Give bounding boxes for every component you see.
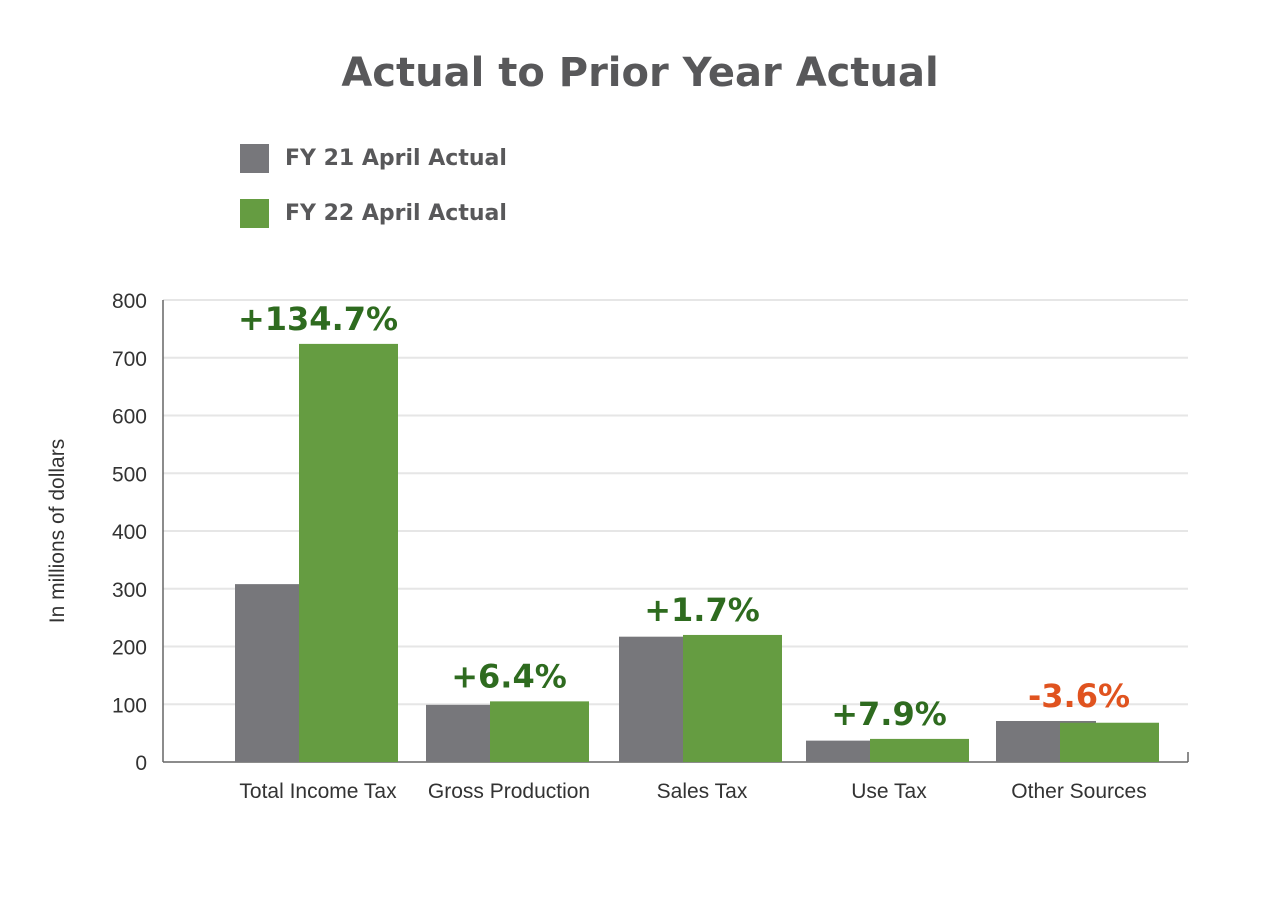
chart-title: Actual to Prior Year Actual [341,50,939,96]
y-tick-label: 200 [112,637,147,660]
bar-fy22 [1060,722,1159,762]
bar-fy22 [870,738,969,762]
percent-change-label: +6.4% [451,657,567,695]
y-tick-label: 700 [112,348,147,371]
percent-change-label: +1.7% [644,591,760,629]
percent-change-label: +7.9% [831,695,947,733]
bar-fy22 [299,343,398,762]
y-tick-label: 500 [112,463,147,486]
legend-swatch-fy21 [240,144,269,173]
percent-change-label: -3.6% [1028,677,1130,715]
legend-swatch-fy22 [240,199,269,228]
y-tick-label: 800 [112,290,147,313]
legend-item-fy21: FY 21 April Actual [240,144,507,173]
bar-fy22 [490,701,589,762]
x-tick-label: Other Sources [1011,780,1146,803]
percent-change-label: +134.7% [238,300,398,338]
x-tick-label: Total Income Tax [239,780,397,803]
y-tick-label: 100 [112,694,147,717]
y-tick-label: 300 [112,579,147,602]
legend-label-fy21: FY 21 April Actual [285,146,507,171]
y-axis-label: In millions of dollars [46,439,69,623]
bar-fy22 [683,634,782,762]
y-tick-label: 0 [135,752,147,775]
x-tick-label: Use Tax [851,780,927,803]
y-tick-label: 600 [112,406,147,429]
x-tick-label: Gross Production [428,780,590,803]
x-tick-label: Sales Tax [657,780,748,803]
legend-item-fy22: FY 22 April Actual [240,199,507,228]
legend-label-fy22: FY 22 April Actual [285,201,507,226]
y-tick-label: 400 [112,521,147,544]
